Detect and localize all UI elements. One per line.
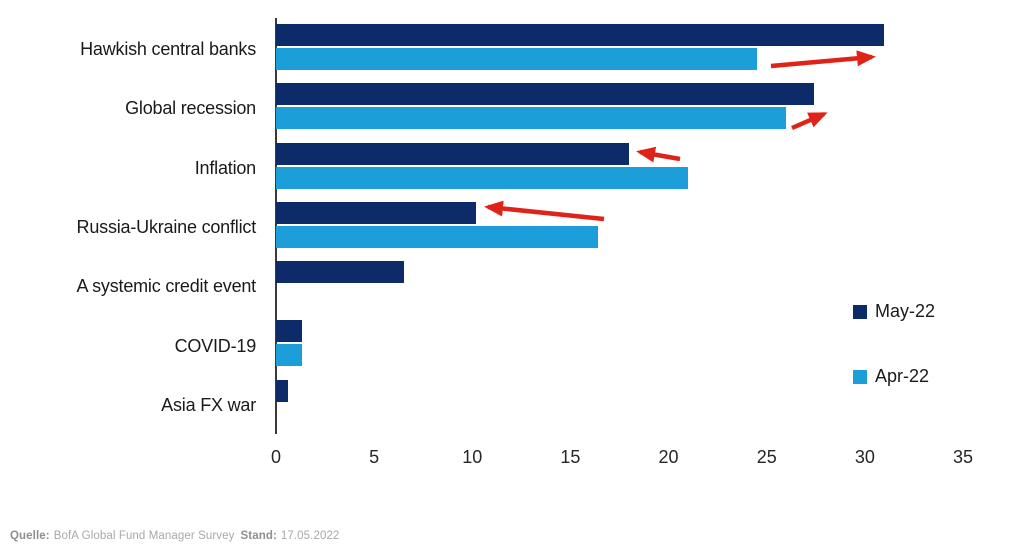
stand-label: Stand:: [240, 530, 277, 542]
chart-row: Asia FX war: [0, 376, 1024, 435]
bar-may-22: [276, 379, 288, 402]
category-label: Global recession: [125, 98, 256, 119]
category-label: Inflation: [194, 157, 256, 178]
chart-row: Hawkish central banks: [0, 20, 1024, 79]
chart-row: Russia-Ukraine conflict: [0, 198, 1024, 257]
source-text: BofA Global Fund Manager Survey: [53, 530, 235, 542]
x-tick-label: 15: [560, 447, 581, 467]
source-footer: Quelle: BofA Global Fund Manager Survey St…: [10, 530, 339, 542]
bar-apr-22: [276, 48, 757, 70]
legend-label: May-22: [875, 301, 936, 321]
x-tick-label: 20: [658, 447, 679, 467]
legend-swatch: [853, 369, 867, 384]
bar-may-22: [276, 24, 885, 46]
chart-row: COVID-19: [0, 316, 1024, 375]
bar-may-22: [276, 142, 630, 165]
x-tick-label: 35: [952, 447, 974, 467]
source-label: Quelle:: [10, 530, 50, 542]
category-label: Russia-Ukraine conflict: [76, 216, 257, 237]
x-tick-label: 10: [462, 447, 483, 467]
category-label: A systemic credit event: [76, 276, 257, 297]
bar-may-22: [276, 83, 814, 106]
legend-item-may-22: May-22: [853, 301, 935, 322]
category-label: COVID-19: [174, 335, 257, 356]
legend-swatch: [853, 304, 867, 319]
category-label: Hawkish central banks: [80, 39, 256, 60]
x-tick-label: 5: [369, 447, 380, 467]
bar-may-22: [276, 201, 477, 224]
category-label: Asia FX war: [161, 394, 256, 415]
x-tick-label: 30: [854, 447, 875, 467]
stand-text: 17.05.2022: [280, 530, 340, 542]
chart-row: A systemic credit event: [0, 257, 1024, 316]
bar-apr-22: [276, 344, 302, 367]
bar-apr-22: [276, 225, 598, 248]
x-tick-label: 0: [270, 447, 281, 467]
bar-apr-22: [276, 107, 787, 130]
chart-row: Global recession: [0, 79, 1024, 138]
legend-item-apr-22: Apr-22: [853, 366, 929, 387]
legend-label: Apr-22: [875, 366, 930, 386]
bar-may-22: [276, 320, 302, 343]
bar-apr-22: [276, 166, 689, 189]
chart-row: Inflation: [0, 139, 1024, 198]
x-tick-label: 25: [756, 447, 777, 467]
bar-may-22: [276, 261, 404, 284]
